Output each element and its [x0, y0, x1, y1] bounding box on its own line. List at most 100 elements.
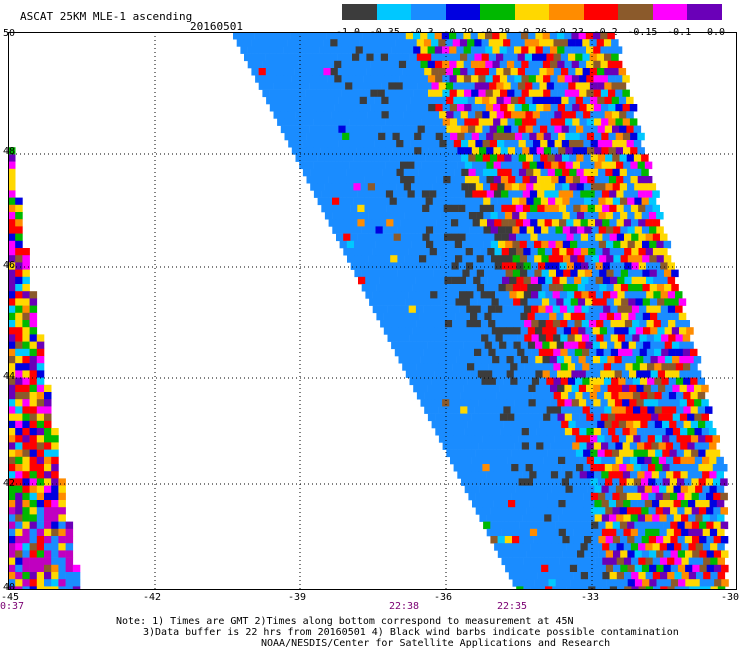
swath-cell [668, 320, 676, 328]
swath-cell [551, 190, 559, 198]
swath-cell [398, 312, 406, 321]
swath-cell [701, 442, 710, 450]
swath-cell [413, 384, 421, 393]
swath-cell [489, 464, 498, 472]
swath-cell [320, 176, 329, 184]
swath-cell [525, 125, 534, 134]
swath-cell [574, 348, 583, 357]
swath-cell [492, 370, 500, 378]
swath-cell [601, 190, 610, 198]
swath-cell [670, 536, 678, 544]
swath-cell [582, 420, 591, 429]
swath-cell [615, 118, 623, 126]
swath-cell [573, 233, 582, 242]
swath-cell [596, 392, 605, 400]
swath-cell [502, 291, 510, 299]
swath-cell [717, 586, 726, 590]
swath-cell [461, 226, 470, 234]
swath-cell [562, 507, 570, 515]
swath-cell [560, 334, 568, 342]
swath-cell [503, 53, 511, 62]
swath-cell [474, 348, 482, 357]
left-swath-cell [65, 572, 74, 580]
left-swath-cell [22, 262, 30, 270]
swath-cell [530, 219, 538, 227]
swath-cell [558, 456, 566, 465]
swath-cell [487, 276, 496, 285]
swath-cell [570, 284, 578, 292]
swath-cell [659, 543, 668, 551]
swath-cell [514, 60, 522, 69]
swath-cell [631, 572, 639, 580]
swath-cell [585, 312, 593, 321]
swath-cell [505, 255, 513, 263]
swath-cell [587, 528, 595, 537]
swath-cell [383, 312, 392, 321]
swath-cell [375, 240, 384, 249]
swath-cell [616, 204, 624, 213]
swath-cell [415, 233, 423, 242]
swath-cell [489, 96, 497, 105]
swath-cell [653, 305, 661, 314]
swath-cell [569, 183, 577, 191]
swath-cell [450, 176, 458, 184]
swath-cell [532, 96, 540, 105]
swath-cell [433, 240, 441, 249]
swath-cell [353, 212, 362, 220]
swath-cell [664, 327, 673, 335]
swath-cell [349, 147, 357, 155]
swath-cell [471, 132, 480, 141]
swath-cell [477, 356, 486, 364]
swath-cell [654, 363, 662, 371]
swath-cell [663, 564, 671, 573]
left-swath-cell [22, 579, 30, 587]
swath-cell [496, 449, 505, 458]
swath-cell [490, 492, 498, 501]
swath-cell [475, 168, 484, 177]
swath-cell [457, 442, 465, 450]
swath-cell [522, 528, 531, 537]
swath-cell [427, 384, 436, 393]
swath-cell [402, 363, 410, 371]
swath-cell [526, 550, 535, 558]
swath-cell [545, 334, 554, 342]
left-swath-cell [36, 406, 45, 414]
swath-cell [579, 471, 588, 479]
swath-cell [456, 75, 465, 83]
swath-cell [575, 406, 583, 414]
swath-cell [639, 320, 647, 328]
swath-cell [389, 197, 398, 206]
swath-cell [350, 233, 358, 242]
swath-cell [466, 276, 474, 285]
swath-cell [487, 262, 495, 270]
left-swath-cell [51, 514, 59, 522]
swath-cell [350, 219, 358, 227]
swath-cell [676, 406, 684, 414]
swath-cell [436, 204, 444, 213]
swath-cell [569, 212, 578, 220]
swath-cell [349, 176, 358, 184]
swath-cell [462, 240, 470, 249]
swath-cell [546, 406, 555, 414]
swath-cell [423, 377, 432, 386]
swath-cell [612, 492, 620, 501]
swath-cell [546, 420, 555, 429]
swath-cell [547, 449, 555, 458]
left-swath-cell [44, 572, 52, 580]
swath-cell [523, 586, 531, 590]
swath-cell [406, 46, 414, 54]
swath-cell [269, 46, 277, 54]
left-swath-cell [22, 471, 30, 479]
swath-cell [562, 550, 571, 558]
swath-cell [517, 363, 525, 371]
swath-cell [583, 183, 592, 191]
left-swath-cell [8, 521, 16, 530]
swath-cell [660, 276, 668, 285]
left-swath-cell [22, 492, 30, 501]
swath-cell [435, 428, 443, 436]
swath-cell [536, 442, 544, 450]
swath-cell [382, 183, 390, 191]
swath-cell [635, 312, 644, 321]
swath-cell [432, 125, 440, 134]
swath-cell [415, 276, 424, 285]
